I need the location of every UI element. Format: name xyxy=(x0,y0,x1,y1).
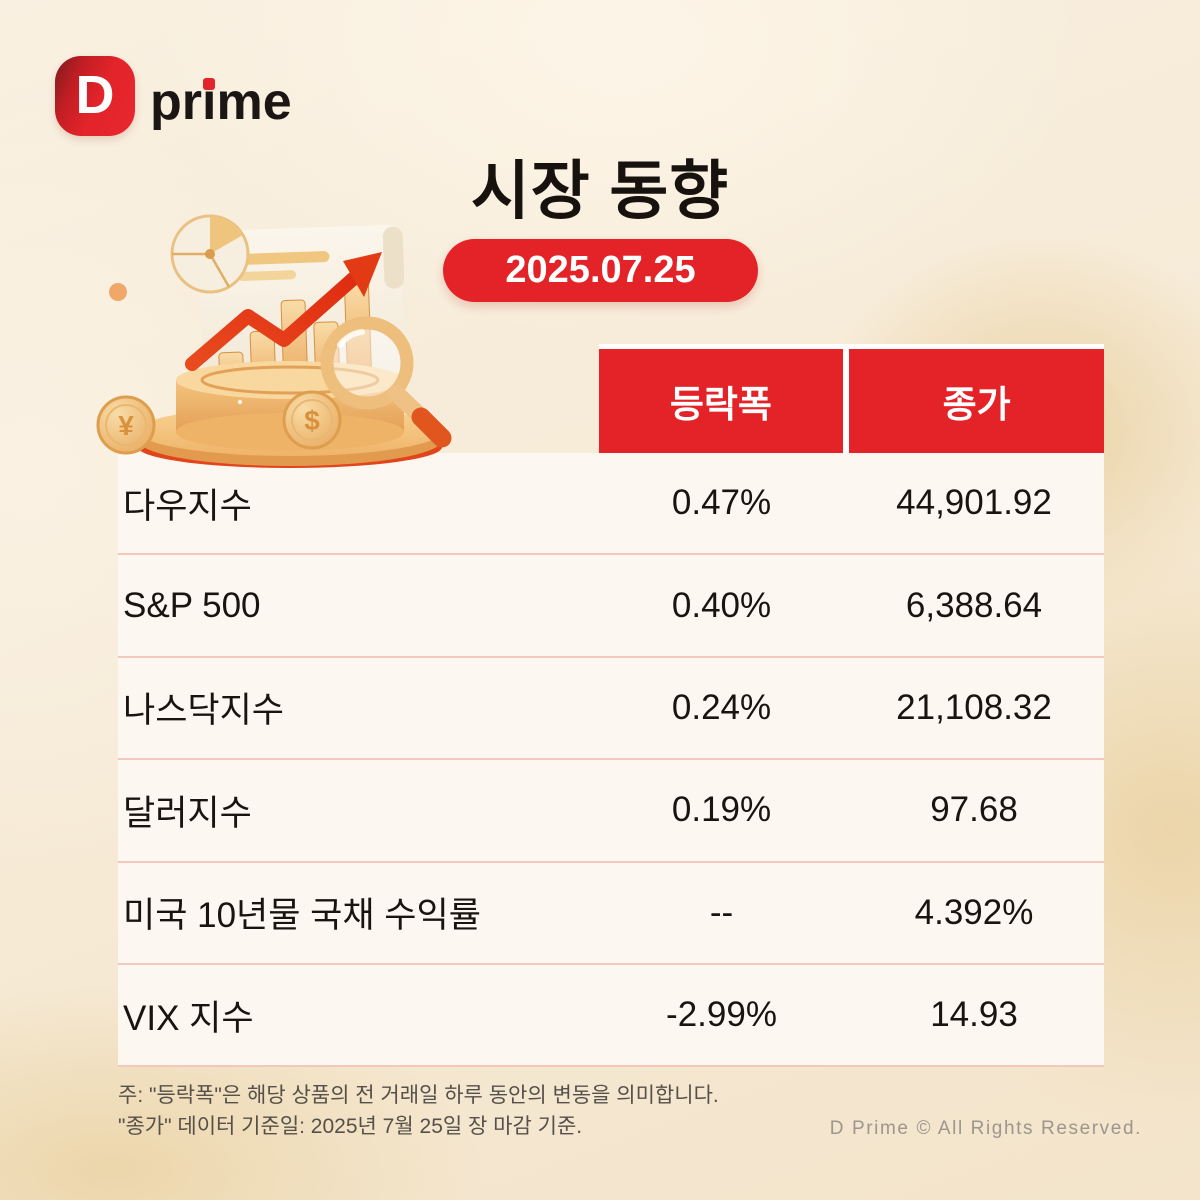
brand-logo: D pr i me xyxy=(55,56,292,136)
index-name: S&P 500 xyxy=(123,585,261,625)
date-badge: 2025.07.25 xyxy=(443,239,758,302)
logo-text-pre: pr xyxy=(150,73,202,131)
copyright: D Prime © All Rights Reserved. xyxy=(829,1118,1142,1139)
deco-line-1 xyxy=(237,251,330,265)
footnote-line-2: "종가" 데이터 기준일: 2025년 7월 25일 장 마감 기준. xyxy=(118,1115,583,1138)
deco-line-2 xyxy=(238,270,297,281)
finance-illustration: ¥ $ xyxy=(96,214,452,468)
table-header: 등락폭 종가 xyxy=(118,344,1104,453)
logo-text-post: me xyxy=(216,73,292,131)
change-value: 0.47% xyxy=(671,483,772,523)
close-value: 4.392% xyxy=(914,892,1034,932)
table-row: 달러지수 0.19% 97.68 xyxy=(118,760,1104,863)
logo-wordmark: pr i me xyxy=(150,64,292,128)
logo-letter: D xyxy=(75,64,115,125)
podium xyxy=(138,361,442,468)
close-value: 97.68 xyxy=(930,790,1018,830)
pie-chart-icon xyxy=(170,214,250,294)
index-name: 다우지수 xyxy=(123,486,252,526)
close-value: 21,108.32 xyxy=(896,687,1052,727)
index-name: 달러지수 xyxy=(123,793,252,833)
magnifier-icon xyxy=(320,316,452,448)
svg-text:¥: ¥ xyxy=(118,410,134,441)
market-table: 등락폭 종가 다우지수 0.47% 44,901.92 S&P 500 0.40… xyxy=(118,344,1104,1068)
close-value: 6,388.64 xyxy=(905,585,1043,625)
close-value: 14.93 xyxy=(930,995,1018,1035)
coin-dollar-icon: $ xyxy=(282,390,342,450)
column-header-change: 등락폭 xyxy=(598,344,844,453)
table-row: VIX 지수 -2.99% 14.93 xyxy=(118,964,1104,1068)
index-name: 나스닥지수 xyxy=(123,691,285,731)
change-value: 0.40% xyxy=(671,585,772,625)
table-row: 미국 10년물 국채 수익률 -- 4.392% xyxy=(118,862,1104,965)
table-row: 나스닥지수 0.24% 21,108.32 xyxy=(118,657,1104,761)
change-value: 0.19% xyxy=(671,790,772,830)
trend-arrow-icon xyxy=(185,252,382,371)
page-title: 시장 동향 xyxy=(470,155,730,227)
index-name: VIX 지수 xyxy=(123,998,254,1038)
floating-dot xyxy=(109,283,127,301)
footnote-line-1: 주: "등락폭"은 해당 상품의 전 거래일 하루 동안의 변동을 의미합니다. xyxy=(118,1084,719,1107)
index-name: 미국 10년물 국채 수익률 xyxy=(123,896,481,936)
change-value: 0.24% xyxy=(671,687,772,727)
table-row: S&P 500 0.40% 6,388.64 xyxy=(118,555,1104,658)
footnotes: 주: "등락폭"은 해당 상품의 전 거래일 하루 동안의 변동을 의미합니다.… xyxy=(118,1080,719,1142)
table-row: 다우지수 0.47% 44,901.92 xyxy=(118,453,1104,556)
header-gap xyxy=(843,344,850,453)
column-header-close: 종가 xyxy=(849,344,1104,453)
change-value: -2.99% xyxy=(666,995,777,1035)
svg-text:$: $ xyxy=(304,405,320,436)
coin-yen-icon: ¥ xyxy=(96,395,156,455)
logo-text-i: i xyxy=(202,73,217,131)
dprime-logo-icon: D xyxy=(55,56,135,136)
change-value: -- xyxy=(709,892,734,932)
close-value: 44,901.92 xyxy=(896,483,1052,523)
